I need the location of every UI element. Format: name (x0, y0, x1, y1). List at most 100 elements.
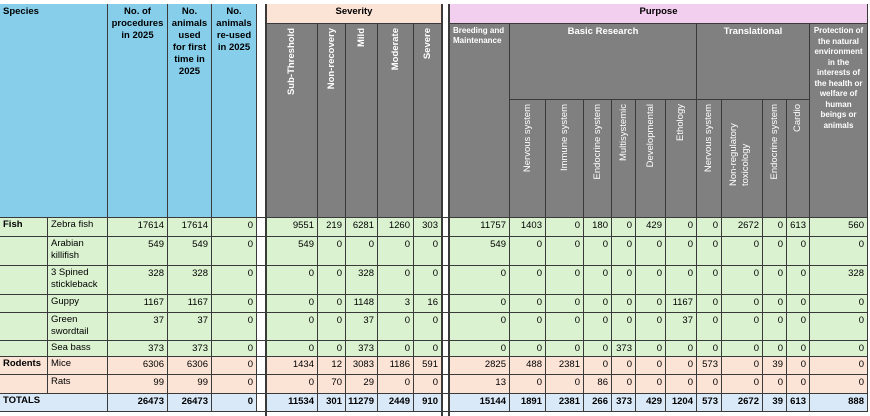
cell-cardio[interactable]: 0 (787, 375, 810, 394)
cell-first[interactable]: 37 (168, 313, 212, 341)
cell-endo[interactable]: 86 (584, 375, 612, 394)
cell-tnerv[interactable]: 0 (697, 313, 722, 341)
cell-prot[interactable]: 0 (810, 341, 868, 357)
cell-mod[interactable]: 0 (378, 341, 414, 357)
cell-sev[interactable]: 0 (414, 237, 442, 266)
cell-eth[interactable]: 0 (666, 266, 697, 295)
cell-procedures[interactable]: 6306 (108, 357, 168, 375)
cell-nerv[interactable]: 0 (510, 266, 546, 295)
header-non-recovery[interactable]: Non-recovery (318, 24, 346, 218)
cell-nonrec[interactable]: 70 (318, 375, 346, 394)
cell-first[interactable]: 1167 (168, 295, 212, 313)
cell-mod[interactable]: 0 (378, 375, 414, 394)
cell-mild[interactable]: 1148 (346, 295, 378, 313)
cell-cardio[interactable]: 0 (787, 237, 810, 266)
cell-eth[interactable]: 0 (666, 341, 697, 357)
total-tendo[interactable]: 39 (763, 394, 787, 412)
total-mod[interactable]: 2449 (378, 394, 414, 412)
cell-tnonreg[interactable]: 0 (722, 313, 763, 341)
cell-sev[interactable]: 0 (414, 266, 442, 295)
total-first[interactable]: 26473 (168, 394, 212, 412)
cell-tendo[interactable]: 0 (763, 218, 787, 237)
cell-mild[interactable]: 328 (346, 266, 378, 295)
header-protection[interactable]: Protection of the natural environment in… (810, 24, 868, 218)
cell-tnonreg[interactable]: 0 (722, 237, 763, 266)
total-tnonreg[interactable]: 2672 (722, 394, 763, 412)
cell-mild[interactable]: 0 (346, 237, 378, 266)
cell-mod[interactable]: 1186 (378, 357, 414, 375)
cell-breed[interactable]: 0 (449, 266, 510, 295)
cell-tnonreg[interactable]: 0 (722, 357, 763, 375)
header-endocrine-system[interactable]: Endocrine system (584, 100, 612, 218)
cell-breed[interactable]: 13 (449, 375, 510, 394)
cell-mod[interactable]: 0 (378, 313, 414, 341)
cell-sub[interactable]: 0 (266, 375, 318, 394)
total-mild[interactable]: 11279 (346, 394, 378, 412)
cell-cardio[interactable]: 0 (787, 341, 810, 357)
cell-mod[interactable]: 3 (378, 295, 414, 313)
header-multisystemic[interactable]: Multisystemic (612, 100, 636, 218)
cell-eth[interactable]: 0 (666, 237, 697, 266)
cell-tnonreg[interactable]: 0 (722, 341, 763, 357)
cell-dev[interactable]: 0 (636, 341, 666, 357)
cell-tnerv[interactable]: 0 (697, 295, 722, 313)
cell-mod[interactable]: 1260 (378, 218, 414, 237)
cell-endo[interactable]: 0 (584, 357, 612, 375)
cell-breed[interactable]: 11757 (449, 218, 510, 237)
cell-first[interactable]: 549 (168, 237, 212, 266)
cell-prot[interactable]: 0 (810, 295, 868, 313)
cell-prot[interactable]: 0 (810, 375, 868, 394)
cell-multi[interactable]: 0 (612, 313, 636, 341)
cell-prot[interactable]: 0 (810, 357, 868, 375)
cell-procedures[interactable]: 1167 (108, 295, 168, 313)
cell-breed[interactable]: 0 (449, 313, 510, 341)
total-reused[interactable]: 0 (212, 394, 257, 412)
cell-tnerv[interactable]: 0 (697, 375, 722, 394)
cell-dev[interactable]: 0 (636, 375, 666, 394)
cell-multi[interactable]: 0 (612, 266, 636, 295)
cell-reused[interactable]: 0 (212, 341, 257, 357)
cell-sev[interactable]: 303 (414, 218, 442, 237)
cell-sub[interactable]: 0 (266, 295, 318, 313)
cell-eth[interactable]: 0 (666, 375, 697, 394)
cell-breed[interactable]: 549 (449, 237, 510, 266)
total-tnerv[interactable]: 573 (697, 394, 722, 412)
cell-tendo[interactable]: 0 (763, 341, 787, 357)
cell-multi[interactable]: 0 (612, 357, 636, 375)
header-reused[interactable]: No. animals re-used in 2025 (212, 4, 257, 218)
cell-endo[interactable]: 0 (584, 266, 612, 295)
cell-reused[interactable]: 0 (212, 266, 257, 295)
total-multi[interactable]: 373 (612, 394, 636, 412)
cell-nonrec[interactable]: 0 (318, 295, 346, 313)
cell-nonrec[interactable]: 219 (318, 218, 346, 237)
cell-sub[interactable]: 0 (266, 266, 318, 295)
cell-dev[interactable]: 429 (636, 218, 666, 237)
cell-nonrec[interactable]: 0 (318, 266, 346, 295)
cell-reused[interactable]: 0 (212, 218, 257, 237)
cell-sub[interactable]: 1434 (266, 357, 318, 375)
cell-sev[interactable]: 0 (414, 341, 442, 357)
cell-sev[interactable]: 0 (414, 375, 442, 394)
header-purpose[interactable]: Purpose (449, 4, 868, 24)
species-cell[interactable]: Sea bass (48, 341, 108, 357)
cell-endo[interactable]: 0 (584, 341, 612, 357)
cell-mild[interactable]: 3083 (346, 357, 378, 375)
header-translational[interactable]: Translational (697, 24, 810, 100)
total-cardio[interactable]: 613 (787, 394, 810, 412)
total-procedures[interactable]: 26473 (108, 394, 168, 412)
species-cell[interactable]: Arabian killifish (48, 237, 108, 266)
cell-reused[interactable]: 0 (212, 375, 257, 394)
cell-tnerv[interactable]: 573 (697, 357, 722, 375)
cell-sub[interactable]: 9551 (266, 218, 318, 237)
total-eth[interactable]: 1204 (666, 394, 697, 412)
cell-tnonreg[interactable]: 0 (722, 375, 763, 394)
cell-multi[interactable]: 0 (612, 237, 636, 266)
cell-breed[interactable]: 2825 (449, 357, 510, 375)
cell-breed[interactable]: 0 (449, 341, 510, 357)
cell-nerv[interactable]: 1403 (510, 218, 546, 237)
cell-mod[interactable]: 0 (378, 237, 414, 266)
cell-tnerv[interactable]: 0 (697, 218, 722, 237)
header-sub-threshold[interactable]: Sub-Threshold (266, 24, 318, 218)
cell-sub[interactable]: 0 (266, 313, 318, 341)
cell-cardio[interactable]: 0 (787, 357, 810, 375)
